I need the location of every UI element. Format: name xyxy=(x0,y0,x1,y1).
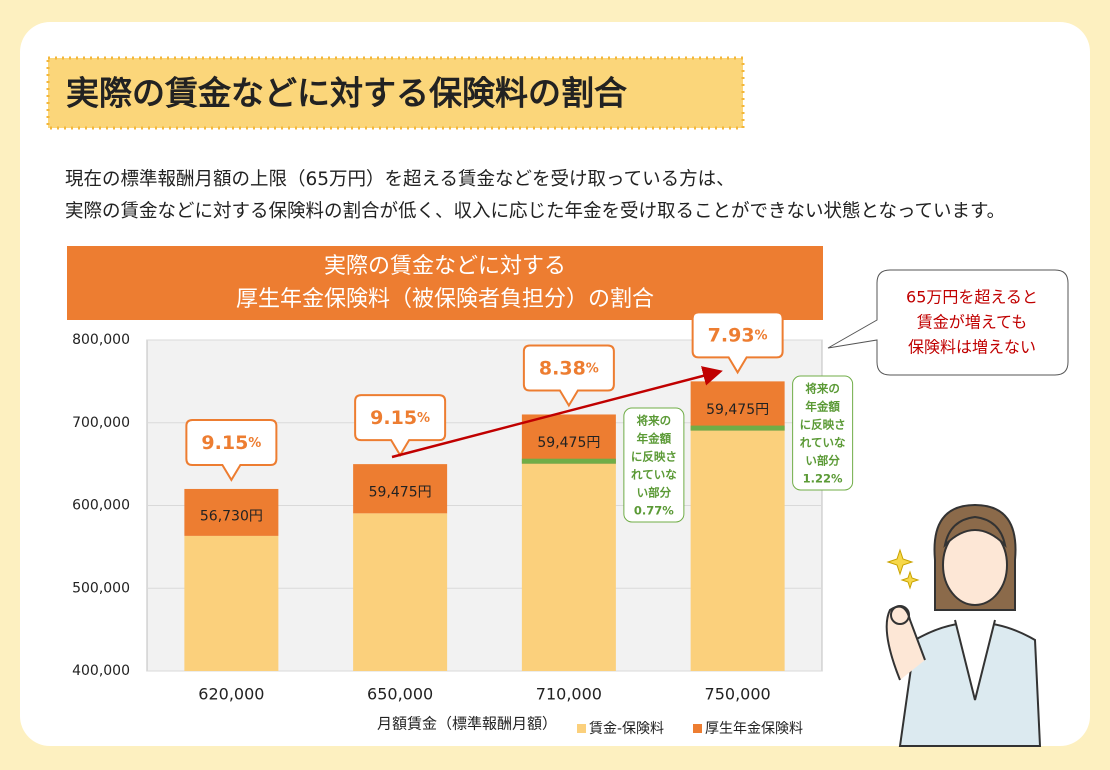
chart-header xyxy=(67,246,823,320)
y-tick-label: 700,000 xyxy=(72,415,130,431)
note-line: に反映さ xyxy=(631,450,677,464)
rate-unit: % xyxy=(586,361,599,376)
y-tick-label: 600,000 xyxy=(72,498,130,514)
bar-segment xyxy=(353,513,448,671)
y-tick-label: 500,000 xyxy=(72,580,130,596)
y-tick-label: 800,000 xyxy=(72,332,130,348)
legend-swatch xyxy=(577,724,586,733)
note-line: 将来の xyxy=(637,414,672,428)
rate-number: 8.38 xyxy=(539,357,586,379)
note-line: 0.77% xyxy=(634,504,674,518)
chart-title: 実際の賃金などに対する xyxy=(324,254,566,279)
unreflected-band xyxy=(521,458,616,464)
callout-line: 保険料は増えない xyxy=(908,338,1036,357)
intro-line: 実際の賃金などに対する保険料の割合が低く、収入に応じた年金を受け取ることができな… xyxy=(65,201,1005,222)
rate-label: 7.93% xyxy=(708,324,768,346)
bar-segment xyxy=(353,464,448,514)
bar-segment xyxy=(184,535,279,671)
x-tick-label: 750,000 xyxy=(705,685,771,704)
bar-segment xyxy=(184,488,279,536)
unreflected-band xyxy=(690,425,785,431)
value-label: 59,475円 xyxy=(706,402,769,418)
rate-label: 8.38% xyxy=(539,357,599,379)
value-label: 59,475円 xyxy=(537,435,600,451)
rate-bubble xyxy=(185,418,278,482)
rate-bubble xyxy=(522,344,615,408)
note-line: 年金額 xyxy=(637,432,672,446)
trend-arrow xyxy=(391,366,723,459)
rate-bubble xyxy=(691,311,784,375)
legend-swatch xyxy=(693,724,702,733)
rate-bubble xyxy=(354,394,447,458)
bar-segment xyxy=(690,381,785,431)
x-tick-label: 710,000 xyxy=(536,685,602,704)
note-box xyxy=(792,375,854,491)
note-line: に反映さ xyxy=(800,418,846,432)
note-line: 将来の xyxy=(805,382,840,396)
rate-unit: % xyxy=(755,328,768,343)
legend-label: 厚生年金保険料 xyxy=(705,721,803,737)
rate-unit: % xyxy=(248,435,261,450)
note-line: い部分 xyxy=(805,454,840,468)
title-banner xyxy=(46,56,745,130)
rate-label: 9.15% xyxy=(201,431,261,453)
x-tick-label: 620,000 xyxy=(198,685,264,704)
value-label: 56,730円 xyxy=(200,508,263,524)
rate-number: 9.15 xyxy=(201,431,248,453)
x-axis-title: 月額賃金（標準報酬月額） xyxy=(377,715,557,733)
rate-label: 9.15% xyxy=(370,407,430,429)
bar-segment xyxy=(521,414,616,464)
rate-unit: % xyxy=(417,411,430,426)
callout-line: 65万円を超えると xyxy=(906,288,1038,307)
note-line: れていな xyxy=(800,436,846,450)
rate-number: 9.15 xyxy=(370,407,417,429)
y-tick-label: 400,000 xyxy=(72,663,130,679)
note-box xyxy=(623,407,685,523)
bar-segment xyxy=(690,430,785,671)
bar-segment xyxy=(521,463,616,671)
note-line: 1.22% xyxy=(803,472,843,486)
legend-label: 賃金-保険料 xyxy=(589,721,664,737)
note-line: 年金額 xyxy=(805,400,840,414)
page-title: 実際の賃金などに対する保険料の割合 xyxy=(66,74,627,113)
chart-title: 厚生年金保険料（被保険者負担分）の割合 xyxy=(236,287,654,312)
note-line: い部分 xyxy=(637,486,672,500)
intro-line: 現在の標準報酬月額の上限（65万円）を超える賃金などを受け取っている方は、 xyxy=(65,169,735,190)
callout-line: 賃金が増えても xyxy=(917,313,1027,332)
rate-number: 7.93 xyxy=(708,324,755,346)
illustration xyxy=(885,503,1042,747)
note-line: れていな xyxy=(631,468,677,482)
x-tick-label: 650,000 xyxy=(367,685,433,704)
value-label: 59,475円 xyxy=(369,485,432,501)
callout-box xyxy=(827,269,1069,376)
